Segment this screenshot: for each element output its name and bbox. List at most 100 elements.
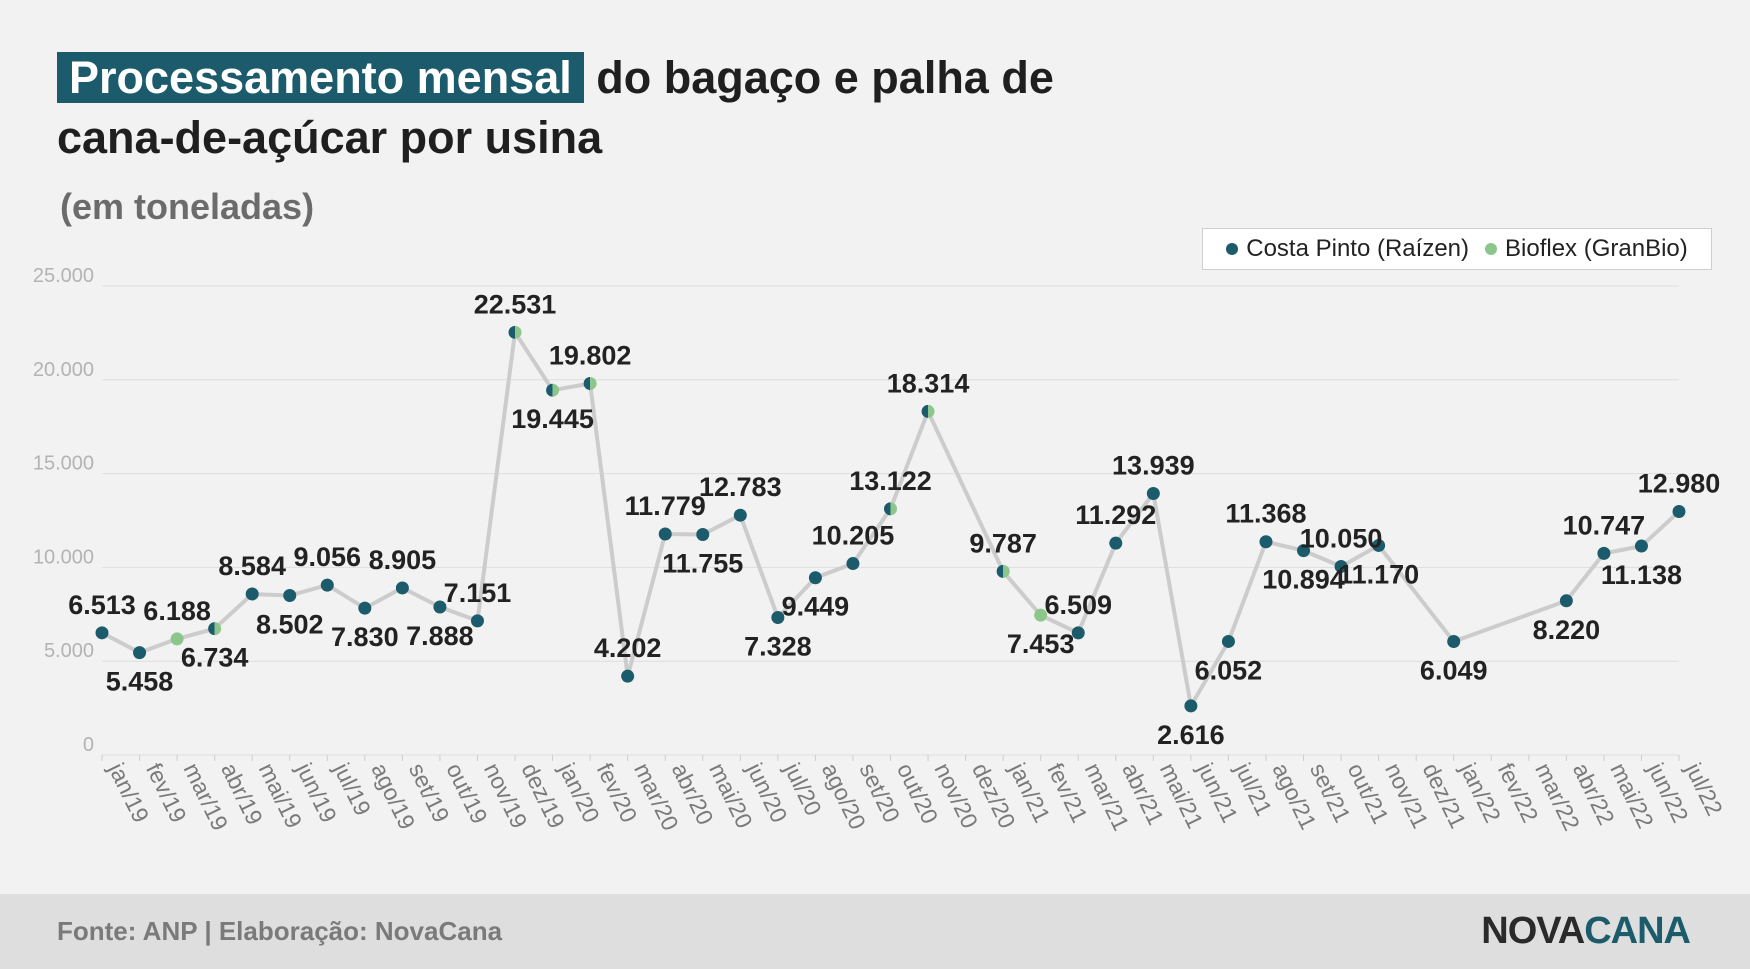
footer: Fonte: ANP | Elaboração: NovaCana NOVACA… <box>0 894 1750 969</box>
data-point <box>1372 538 1386 552</box>
data-label: 10.050 <box>1300 523 1383 553</box>
data-label: 8.584 <box>218 551 286 581</box>
data-point-half-bioflex <box>515 325 522 339</box>
data-label: 7.151 <box>444 578 512 608</box>
data-point-half-bioflex <box>590 377 597 391</box>
data-label: 12.980 <box>1638 468 1721 498</box>
x-axis-ticks: jan/19fev/19mar/19abr/19mai/19jun/19jul/… <box>101 755 1728 835</box>
data-label: 19.445 <box>511 404 594 434</box>
legend-dot-costa-pinto <box>1226 243 1239 255</box>
data-label: 11.755 <box>662 548 743 578</box>
data-label: 7.328 <box>744 632 812 662</box>
chart-subtitle: (em toneladas) <box>60 186 315 227</box>
data-label: 22.531 <box>474 289 557 319</box>
y-tick-label: 10.000 <box>33 546 94 568</box>
data-point <box>1334 559 1348 573</box>
data-point <box>170 632 184 646</box>
legend-dot-bioflex <box>1485 243 1498 255</box>
data-point-half-costa-pinto <box>883 502 891 516</box>
data-point <box>1672 504 1686 518</box>
data-point <box>245 587 259 601</box>
data-label: 11.170 <box>1338 559 1419 589</box>
data-label: 9.787 <box>969 528 1037 558</box>
data-label: 4.202 <box>594 633 662 663</box>
legend-label-bioflex: Bioflex (GranBio) <box>1505 235 1688 262</box>
data-point-half-costa-pinto <box>208 622 215 636</box>
data-label: 12.783 <box>699 472 782 502</box>
data-point <box>1634 539 1648 553</box>
data-point-half-costa-pinto <box>508 325 516 339</box>
data-point <box>1597 546 1611 560</box>
title-highlight: Processamento mensal <box>57 52 584 103</box>
data-point <box>208 622 222 636</box>
data-point <box>1259 535 1273 549</box>
data-point <box>996 564 1010 578</box>
data-label: 6.513 <box>68 590 136 620</box>
data-label: 9.449 <box>782 592 850 622</box>
data-point <box>133 646 147 660</box>
data-point <box>358 601 372 615</box>
legend-item-bioflex: Bioflex (GranBio) <box>1485 235 1688 263</box>
data-point <box>771 611 785 625</box>
data-point-half-bioflex <box>928 404 935 418</box>
data-point <box>808 571 822 585</box>
data-label: 11.779 <box>625 491 706 521</box>
data-label: 13.122 <box>849 466 932 496</box>
data-point <box>583 377 597 391</box>
data-label: 6.188 <box>143 596 211 626</box>
data-label: 19.802 <box>549 341 632 371</box>
data-point <box>1221 634 1235 648</box>
data-point-half-bioflex <box>214 622 222 636</box>
data-label: 8.220 <box>1533 615 1601 645</box>
data-label: 18.314 <box>887 368 970 398</box>
data-label: 6.734 <box>181 643 249 673</box>
data-label: 9.056 <box>293 542 361 572</box>
data-point <box>1447 635 1461 649</box>
source-note: Fonte: ANP | Elaboração: NovaCana <box>57 916 503 946</box>
data-point <box>546 383 560 397</box>
data-point-half-bioflex <box>890 502 897 516</box>
data-label: 7.888 <box>406 621 474 651</box>
legend-item-costa-pinto: Costa Pinto (Raízen) <box>1226 235 1469 263</box>
data-point-half-bioflex <box>1003 564 1010 578</box>
y-tick-label: 20.000 <box>33 359 94 381</box>
data-point <box>733 508 747 522</box>
y-tick-label: 5.000 <box>44 640 94 662</box>
data-label: 5.458 <box>106 667 174 697</box>
data-point <box>621 669 635 683</box>
y-axis-ticks: 0 5.000 10.000 15.000 20.000 25.000 <box>33 265 94 756</box>
data-point <box>846 557 860 571</box>
data-point <box>658 527 672 541</box>
data-label: 8.502 <box>256 610 324 640</box>
data-label: 7.830 <box>331 622 399 652</box>
data-point <box>1146 487 1160 501</box>
y-tick-label: 15.000 <box>33 453 94 475</box>
data-labels-layer: 6.513 5.458 6.188 6.734 8.584 8.502 9.056 7.830… <box>68 289 1720 750</box>
line-chart: 0 5.000 10.000 15.000 20.000 25.000 jan/19fev… <box>33 265 1728 835</box>
data-label: 10.205 <box>812 521 895 551</box>
data-point <box>1559 594 1573 608</box>
data-point <box>508 325 522 339</box>
data-point <box>395 581 409 595</box>
data-point <box>320 578 334 592</box>
data-point <box>921 404 935 418</box>
data-point <box>1184 699 1198 713</box>
y-tick-label: 25.000 <box>33 265 94 287</box>
data-point <box>95 626 109 640</box>
logo-part-1: NOVA <box>1481 910 1585 952</box>
y-tick-label: 0 <box>83 734 94 756</box>
data-point <box>883 502 897 516</box>
data-label: 6.049 <box>1420 656 1488 686</box>
data-point <box>1297 544 1311 558</box>
data-label: 6.052 <box>1195 655 1263 685</box>
data-label: 11.138 <box>1601 560 1682 590</box>
chart-legend: Costa Pinto (Raízen) Bioflex (GranBio) <box>1202 228 1712 270</box>
data-point <box>470 614 484 628</box>
data-point-half-costa-pinto <box>583 377 591 391</box>
data-label: 11.292 <box>1075 500 1156 530</box>
title-line-2: cana-de-açúcar por usina <box>57 112 603 163</box>
logo-part-2: CANA <box>1584 910 1691 952</box>
data-points-layer <box>95 325 1686 713</box>
data-point-half-costa-pinto <box>996 564 1004 578</box>
data-point <box>696 527 710 541</box>
